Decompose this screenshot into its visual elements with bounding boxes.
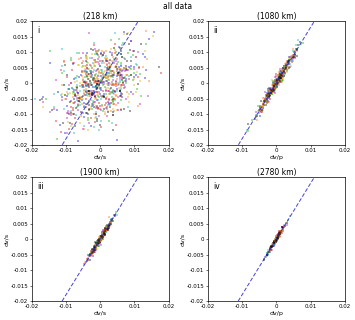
Y-axis label: dv/s: dv/s xyxy=(180,233,185,246)
Y-axis label: dv/s: dv/s xyxy=(4,233,9,246)
Title: (1900 km): (1900 km) xyxy=(80,168,120,177)
Title: (218 km): (218 km) xyxy=(83,12,118,21)
Text: iii: iii xyxy=(37,182,44,191)
X-axis label: dv/p: dv/p xyxy=(269,155,283,160)
Title: (1080 km): (1080 km) xyxy=(257,12,296,21)
Title: (2780 km): (2780 km) xyxy=(257,168,296,177)
X-axis label: dv/s: dv/s xyxy=(94,311,107,316)
Y-axis label: dv/s: dv/s xyxy=(4,76,9,90)
X-axis label: dv/s: dv/s xyxy=(94,155,107,160)
X-axis label: dv/p: dv/p xyxy=(269,311,283,316)
Text: all data: all data xyxy=(163,2,192,11)
Text: ii: ii xyxy=(213,26,218,35)
Text: iv: iv xyxy=(213,182,220,191)
Text: i: i xyxy=(37,26,39,35)
Y-axis label: dv/s: dv/s xyxy=(180,76,185,90)
